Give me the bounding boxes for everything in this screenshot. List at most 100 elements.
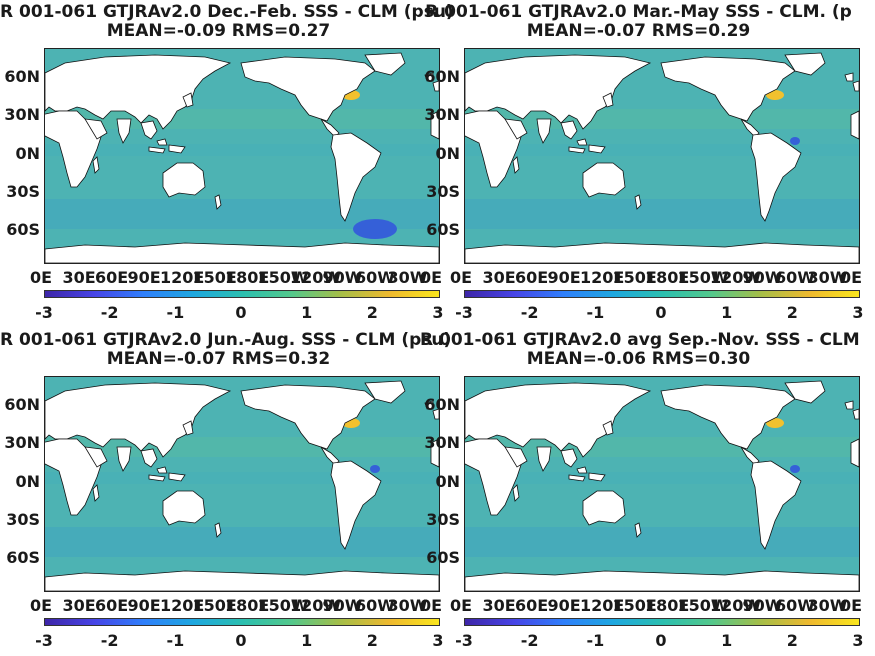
lon-label: 120E [160,268,205,287]
land-mass [536,118,552,144]
colorbar [44,618,440,626]
land-mass [634,194,642,210]
lon-label: 60W [775,268,815,287]
lon-label: 60W [355,268,395,287]
land-mass [465,54,652,130]
lon-label: 90W [322,268,363,287]
colorbar-tick: 3 [432,303,444,322]
lon-label: 0E [420,268,443,287]
colorbar-ticks: -3 -2 -1 0 1 2 3 [35,303,443,322]
lon-label: 90E [127,268,161,287]
land-mass [116,118,132,144]
lat-label: 30N [4,105,40,124]
land-mass [512,484,520,502]
land-mass [240,56,376,122]
colorbar-tick: 1 [301,631,313,650]
lon-label: 0E [840,596,863,615]
lon-label: 60W [355,596,395,615]
land-mass [536,446,552,472]
lon-label: 30W [807,596,848,615]
ocean-map [44,376,440,592]
lat-label: 60N [4,395,40,414]
lon-label: 150W [677,268,729,287]
lat-label: 60S [426,220,460,239]
lon-label: 0E [30,268,53,287]
lon-label: 0E [450,268,473,287]
land-mass [330,132,382,222]
land-mass [660,56,796,122]
land-mass [148,466,186,482]
land-mass [582,490,626,526]
land-mass [45,110,102,188]
lat-label: 60S [426,548,460,567]
low-anomaly-patch [353,219,397,239]
lon-label: 120W [710,596,762,615]
land-mass [602,420,614,436]
colorbar-tick: -3 [455,631,473,650]
land-mass [214,522,222,538]
lon-label: 60W [775,596,815,615]
lon-label: 60E [515,596,549,615]
land-mass [465,570,859,591]
land-mass [182,92,194,108]
lon-label: 0E [840,268,863,287]
land-mass [784,52,826,76]
land-mass [364,52,406,76]
colorbar-tick: 0 [235,303,247,322]
land-mass [162,490,206,526]
colorbar-tick: -2 [520,303,539,322]
land-mass [430,438,439,468]
land-mass [568,138,606,154]
ocean-map [464,376,860,592]
land-mass [850,438,859,468]
panel-title: R 001-061 GTJRAv2.0 Dec.-Feb. SSS - CLM … [0,2,454,22]
lon-label: 60E [95,596,129,615]
land-mass [330,460,382,550]
panel-stats: MEAN=-0.09 RMS=0.27 [106,21,331,41]
colorbar-tick: -3 [35,303,53,322]
lon-labels: 0E 30E 60E 90E 120E 150E 180E 150W 120W 90W 60W 30W… [30,596,450,615]
colorbar-tick: 3 [432,631,444,650]
lat-label: 0N [15,472,40,491]
lon-label: 120E [580,596,625,615]
land-mass [465,110,522,188]
land-mass [214,194,222,210]
lat-label: 30S [426,182,460,201]
land-mass [45,382,232,458]
land-mass [45,242,439,263]
land-mass [465,242,859,263]
panel-title: R 001-061 GTJRAv2.0 Mar.-May SSS - CLM. … [425,2,852,22]
colorbar-tick: 0 [655,303,667,322]
land-mass [560,448,578,468]
lon-label: 180E [645,268,690,287]
colorbar-tick: -1 [166,303,185,322]
land-mass [430,110,439,140]
colorbar-tick: -2 [100,631,119,650]
lon-label: 90W [742,596,783,615]
colorbar-tick: 2 [366,631,378,650]
land-mass [148,138,186,154]
lat-label: 60S [6,220,40,239]
lon-labels: 0E 30E 60E 90E 120E 150E 180E 150W 120W 90W 60W 30W… [450,596,870,615]
land-mass [504,118,528,140]
colorbar-tick: 1 [301,303,313,322]
land-mass [424,400,439,420]
lon-label: 180E [225,268,270,287]
ocean-anomaly-band [45,527,439,557]
land-mass [660,384,796,450]
lat-label: 30S [6,510,40,529]
land-mass [465,382,652,458]
land-mass [162,162,206,198]
colorbar-tick: -1 [586,303,605,322]
lon-label: 150E [192,268,237,287]
land-mass [844,400,859,420]
low-anomaly-patch [790,137,800,145]
land-mass [92,484,100,502]
land-mass [582,162,626,198]
lon-label: 120W [290,268,342,287]
lat-label: 60N [424,67,460,86]
colorbar-ticks: -3 -2 -1 0 1 2 3 [35,631,443,650]
lon-label: 150W [257,268,309,287]
lon-labels: 0E 30E 60E 90E 120E 150E 180E 150W 120W 90W 60W 30W… [450,268,870,287]
ocean-map [44,48,440,264]
